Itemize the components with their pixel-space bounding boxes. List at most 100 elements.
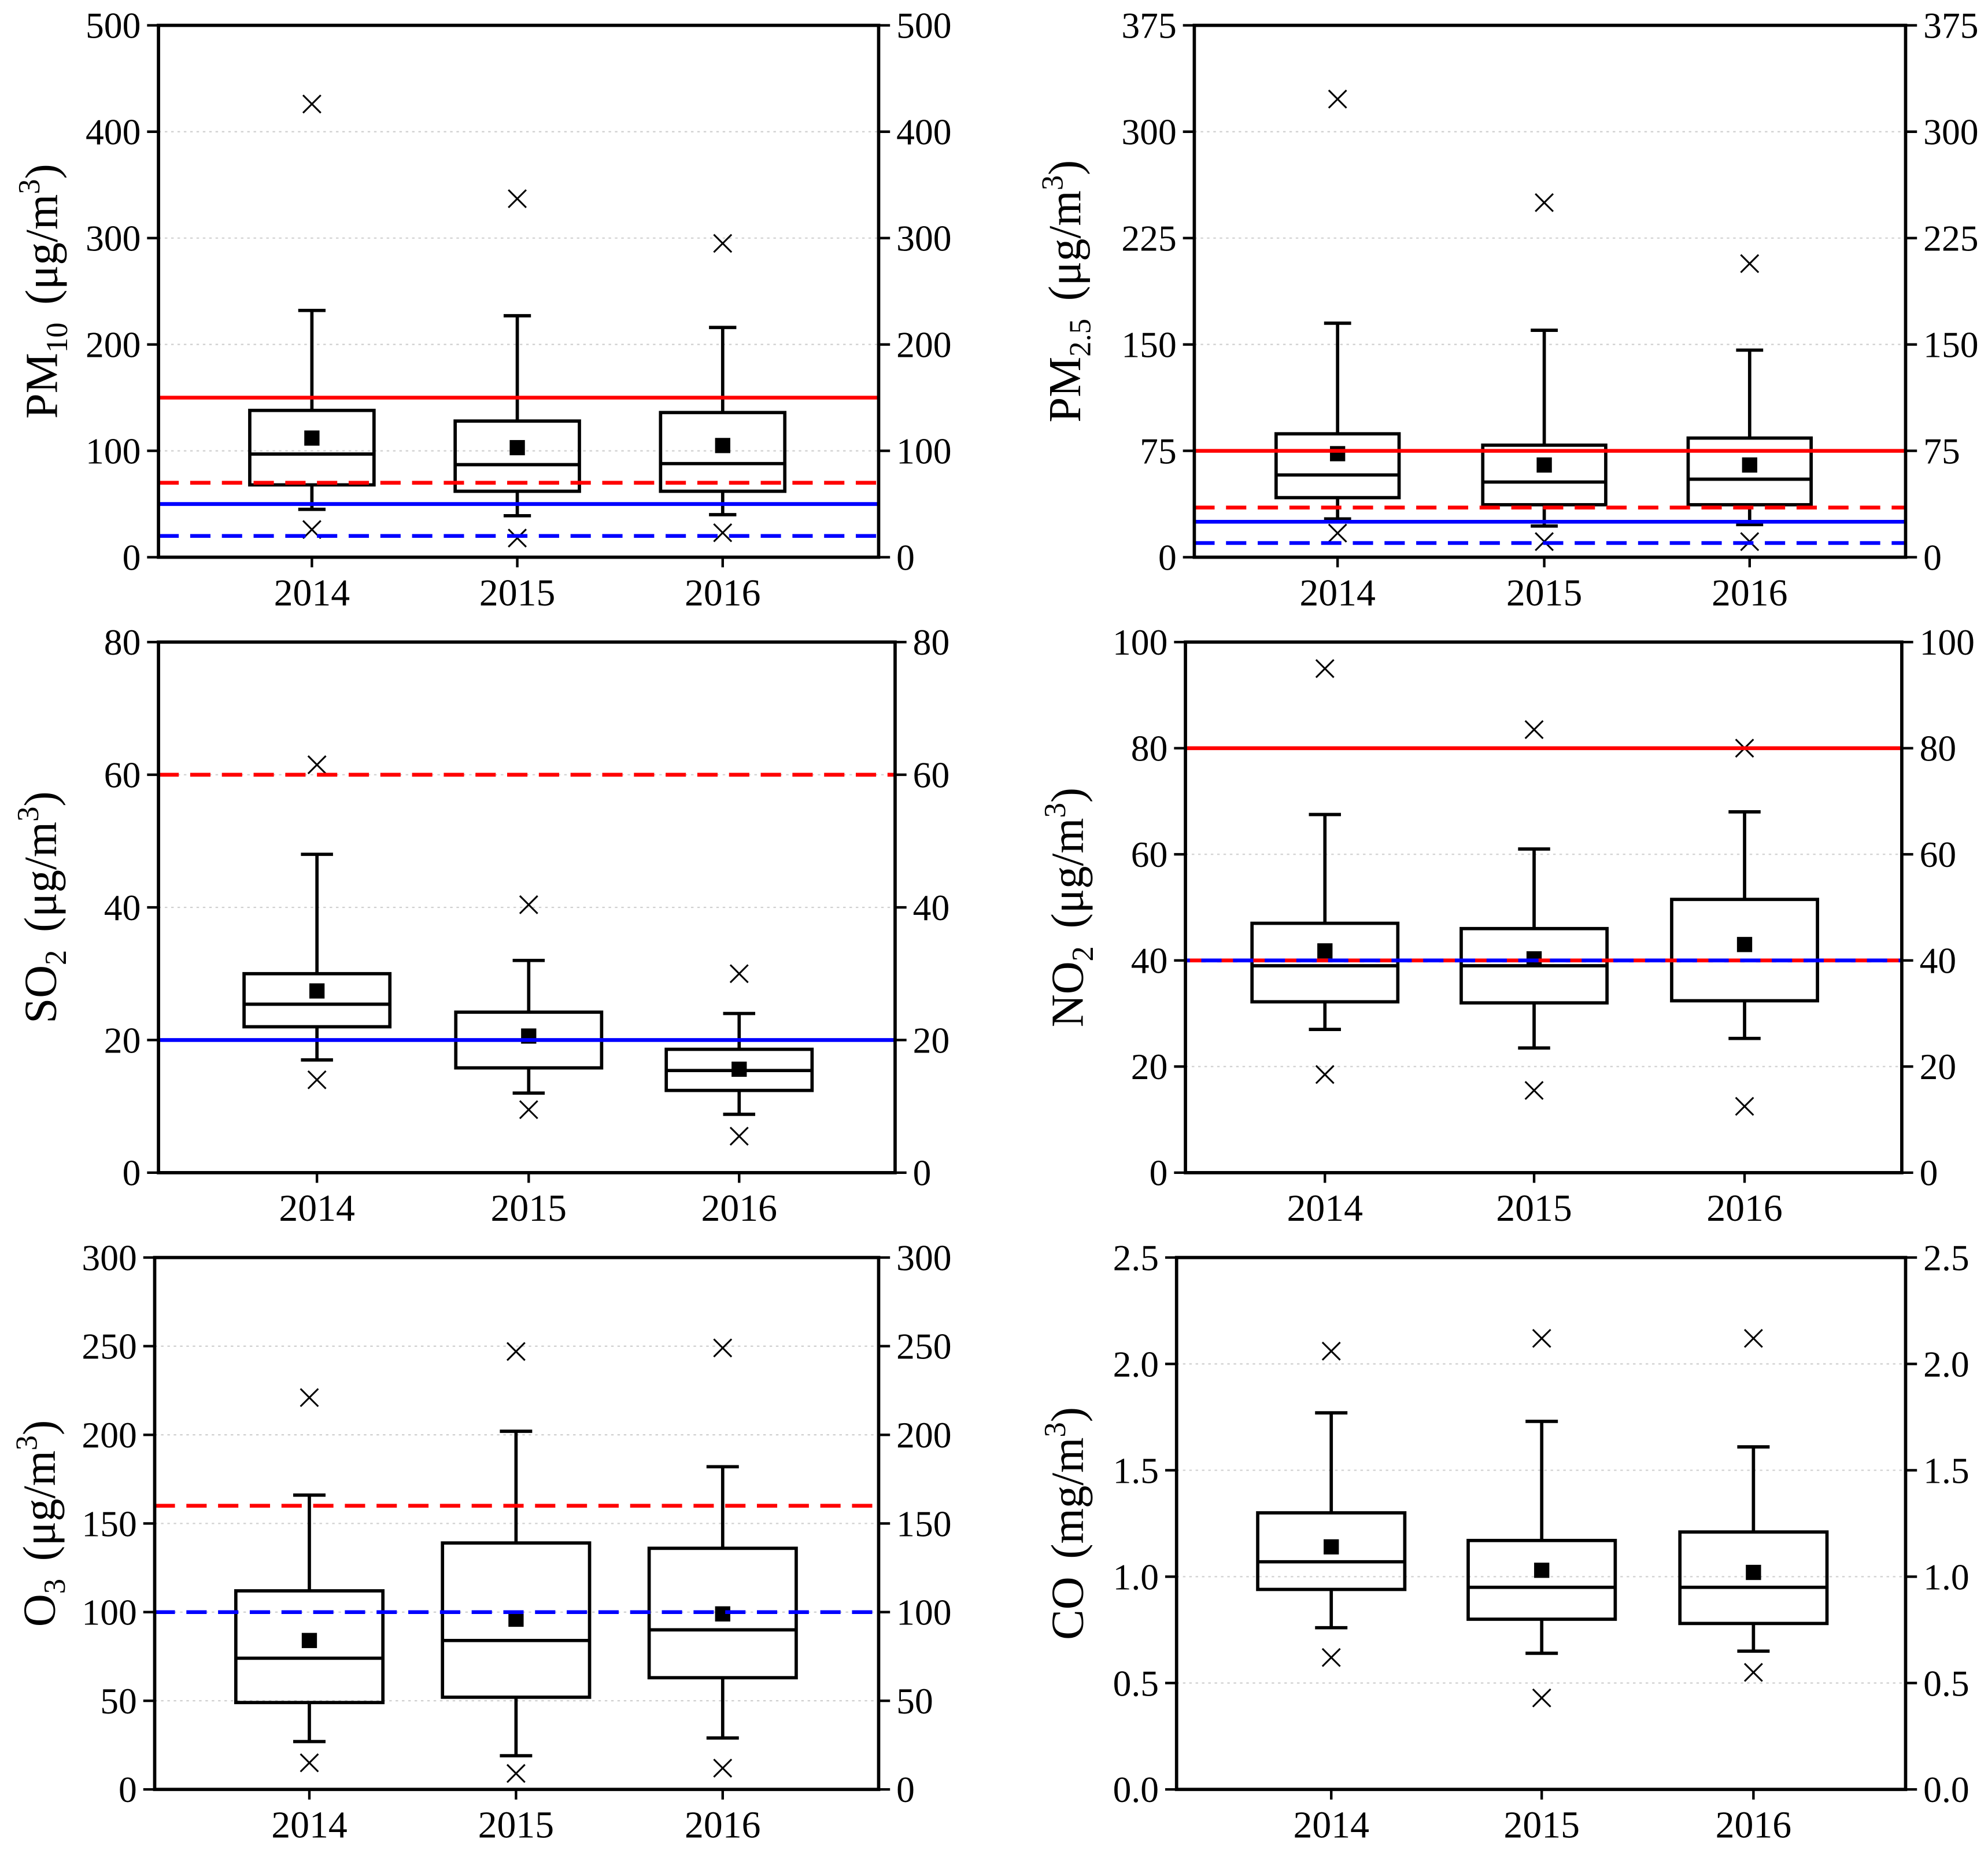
y-tick-label-right: 0 [896,537,915,578]
y-tick-label-left: 60 [1131,834,1168,875]
y-axis-label: PM10 (μg/m3) [13,164,74,419]
max-marker-stroke [1524,720,1544,740]
min-marker [519,1100,538,1120]
box-plot-2015 [453,189,581,548]
interquartile-box [234,1589,385,1704]
y-tick-label-left: 80 [1131,728,1168,769]
interquartile-box [453,419,581,493]
max-marker [729,964,749,984]
min-marker-stroke [1743,1663,1763,1682]
y-tick-label-left: 1.5 [1113,1450,1159,1491]
interquartile-box [1274,432,1401,500]
y-axis-label-close: ) [1040,160,1091,175]
interquartile-box [1481,443,1608,507]
y-tick-label-right: 250 [896,1326,951,1367]
y-tick-label-right: 1.0 [1923,1556,1969,1597]
min-marker-stroke [1328,523,1347,543]
box-plot-2014 [1256,1342,1407,1667]
y-tick-label-left: 60 [104,755,141,796]
max-marker-stroke [1315,659,1335,678]
max-marker-stroke [729,964,749,984]
interquartile-box [1686,436,1813,507]
max-marker [1740,254,1760,274]
plot-frame [1192,23,1908,559]
y-tick-label-right: 20 [913,1020,950,1061]
max-marker-stroke [713,234,733,253]
min-marker-stroke [506,1764,526,1783]
y-tick-label-left: 100 [82,1592,136,1633]
mean-marker [1324,1539,1339,1555]
y-axis-label-subscript: 10 [40,323,74,353]
min-marker [1321,1648,1341,1667]
min-marker-stroke [1524,1081,1544,1100]
x-tick-label: 2016 [1712,572,1788,614]
min-marker-stroke [729,1127,749,1146]
interquartile-box [1466,1539,1617,1621]
min-marker [506,1764,526,1783]
y-axis-label: CO (mg/m3) [1039,1407,1093,1640]
y-axis-label-subscript: 2 [39,950,73,965]
max-marker [302,94,322,114]
max-marker [508,189,527,209]
y-tick-label-left: 150 [1121,324,1176,365]
mean-marker [1742,457,1757,473]
x-tick-label: 2015 [491,1187,567,1229]
max-marker-stroke [519,895,538,914]
x-tick-label: 2016 [1706,1187,1783,1229]
max-marker [1524,720,1544,740]
x-tick-label: 2015 [479,572,556,614]
y-axis-label-pollutant: PM [17,353,68,419]
min-marker [508,529,527,548]
min-marker [1735,1096,1754,1116]
min-marker-stroke [508,529,527,548]
y-tick-label-right: 0 [896,1769,915,1810]
x-tick-label: 2016 [701,1187,778,1229]
y-tick-label-right: 60 [1920,834,1957,875]
max-marker [713,1338,733,1358]
min-marker [307,1070,327,1089]
mean-marker [509,440,525,456]
y-tick-label-right: 80 [913,622,950,663]
y-tick-label-left: 20 [104,1020,141,1061]
interquartile-box [659,411,787,493]
y-tick-label-right: 300 [896,1237,951,1278]
y-tick-label-right: 100 [896,431,951,472]
y-tick-label-left: 200 [86,324,141,365]
x-tick-label: 2016 [685,1804,761,1846]
max-marker-stroke [1328,89,1347,109]
interquartile-box [242,972,392,1029]
x-tick-label: 2014 [279,1187,355,1229]
min-marker [1328,523,1347,543]
y-tick-label-right: 150 [896,1503,951,1544]
min-marker-stroke [1315,1065,1335,1084]
y-axis-label-pollutant: O [14,1594,65,1627]
box-plot-2015 [1466,1328,1617,1708]
y-axis-label-close: ) [17,164,68,179]
y-axis-label-superscript: 3 [1036,175,1069,190]
min-marker [729,1127,749,1146]
panel-no2: 0 0 20 20 40 40 60 60 80 80 100 100 2014 2015 2016 NO2 (… [1039,622,1975,1229]
min-marker-stroke [1532,1688,1551,1708]
y-tick-label-left: 20 [1131,1046,1168,1087]
max-marker-stroke [1740,254,1760,274]
y-axis-label-pollutant: CO [1043,1576,1093,1640]
max-marker [1315,659,1335,678]
min-marker [1315,1065,1335,1084]
max-marker-stroke [713,1338,733,1358]
mean-marker [1330,446,1346,461]
y-axis-label-close: ) [14,1420,65,1435]
y-tick-label-left: 75 [1140,431,1177,472]
box-plot-2014 [234,1388,385,1772]
max-marker [1535,193,1554,212]
y-axis-label-pollutant: NO [1043,961,1093,1027]
min-marker-stroke [713,1759,733,1778]
y-tick-label-right: 400 [896,112,951,153]
y-tick-label-left: 100 [86,431,141,472]
box-plot-2016 [1678,1328,1829,1682]
interquartile-box [1256,1511,1407,1591]
y-tick-label-left: 2.5 [1113,1237,1159,1278]
min-marker-stroke [1735,1096,1754,1116]
x-tick-label: 2014 [274,572,350,614]
